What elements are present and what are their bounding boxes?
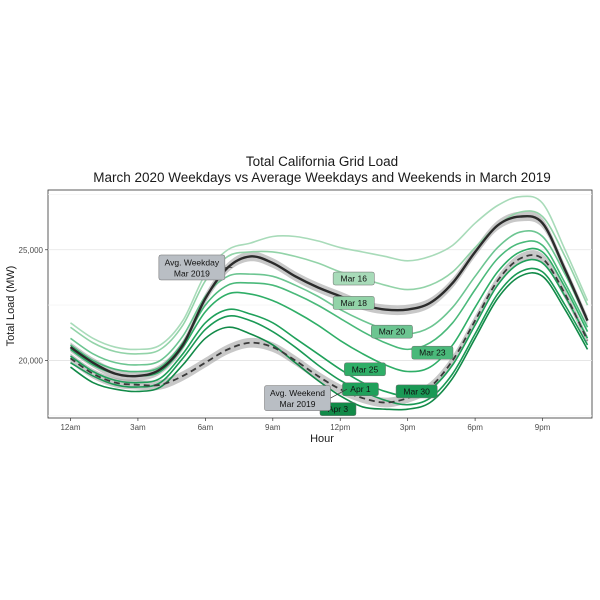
series-label-box xyxy=(371,324,413,339)
reference-band xyxy=(70,211,588,382)
series-label: Mar 30 xyxy=(395,384,438,399)
series-line xyxy=(70,230,589,366)
series-label-box xyxy=(332,271,375,286)
series-label-box xyxy=(411,345,454,360)
x-tick-label: 9am xyxy=(265,423,281,432)
series-label-box xyxy=(395,384,438,399)
x-tick-label: 3pm xyxy=(400,423,416,432)
x-tick-label: 12am xyxy=(60,423,80,432)
reference-line xyxy=(69,254,589,404)
reference-label-name: Avg. Weekday xyxy=(165,257,220,267)
series-label-text: Apr 1 xyxy=(350,384,371,394)
series-label-text: Mar 16 xyxy=(340,274,367,284)
series-label-text: Mar 23 xyxy=(419,348,446,358)
reference-label-sub: Mar 2019 xyxy=(280,399,316,409)
series-label: Mar 23 xyxy=(411,345,454,360)
series-label: Mar 18 xyxy=(332,296,375,310)
series-label-text: Mar 30 xyxy=(403,386,430,396)
series-label-box xyxy=(344,362,386,377)
plot-area: 20,000 25,000 12am 3am 6am 9am 12pm 3pm 6pm 9pm Ma… xyxy=(19,189,593,432)
reference-label-leader xyxy=(330,388,348,399)
series-label-text: Mar 20 xyxy=(379,327,406,337)
x-tick-label: 9pm xyxy=(535,423,551,432)
y-tick-label: 25,000 xyxy=(19,246,44,255)
series-line xyxy=(70,240,589,373)
x-tick-label: 6pm xyxy=(467,423,483,432)
series-line xyxy=(70,258,589,397)
series-label-text: Apr 3 xyxy=(328,404,349,414)
series-label: Mar 20 xyxy=(371,324,413,339)
reference-label-sub: Mar 2019 xyxy=(174,268,210,278)
series-line xyxy=(70,267,589,406)
series-label: Mar 25 xyxy=(344,362,386,377)
x-tick-label: 12pm xyxy=(330,423,350,432)
series-label: Apr 1 xyxy=(342,382,379,396)
reference-line xyxy=(69,214,589,378)
reference-label-box xyxy=(264,385,331,411)
y-axis-title: Total Load (MW) xyxy=(5,266,17,347)
chart-title: Total California Grid Load xyxy=(246,154,398,169)
series-line xyxy=(70,195,589,351)
series-label: Mar 16 xyxy=(332,271,375,286)
x-tick-label: 3am xyxy=(130,423,146,432)
reference-band xyxy=(70,250,588,408)
x-tick-label: 6am xyxy=(198,423,214,432)
series-line xyxy=(70,247,589,377)
y-tick-label: 20,000 xyxy=(19,356,44,365)
series-label-text: Mar 25 xyxy=(352,364,379,374)
x-axis-title: Hour xyxy=(310,433,334,445)
reference-label-box xyxy=(158,254,226,281)
series-label-box xyxy=(332,296,375,310)
series-label-text: Mar 18 xyxy=(340,298,367,308)
reference-label-name: Avg. Weekend xyxy=(270,388,325,398)
series-label-box xyxy=(342,382,379,396)
chart-subtitle: March 2020 Weekdays vs Average Weekdays … xyxy=(93,170,551,185)
